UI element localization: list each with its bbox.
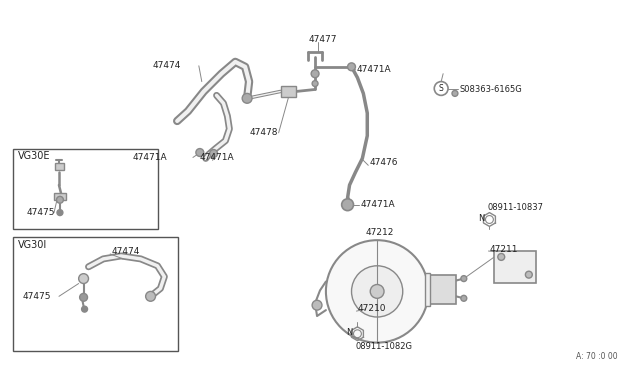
Bar bbox=[426, 273, 430, 306]
Circle shape bbox=[56, 196, 63, 203]
Bar bbox=[13, 237, 178, 352]
Text: 47471A: 47471A bbox=[200, 153, 234, 162]
Text: VG30E: VG30E bbox=[17, 151, 50, 161]
Text: 47211: 47211 bbox=[490, 244, 518, 254]
Circle shape bbox=[82, 306, 88, 312]
Text: 47471A: 47471A bbox=[133, 153, 168, 162]
Circle shape bbox=[311, 70, 319, 78]
Circle shape bbox=[452, 90, 458, 96]
Text: 47478: 47478 bbox=[249, 128, 278, 137]
Text: 47471A: 47471A bbox=[360, 200, 395, 209]
Circle shape bbox=[146, 291, 156, 301]
Circle shape bbox=[461, 295, 467, 301]
Text: 47212: 47212 bbox=[365, 228, 394, 237]
Bar bbox=[428, 275, 456, 304]
Circle shape bbox=[79, 294, 88, 301]
Text: 47210: 47210 bbox=[357, 304, 386, 312]
Text: 08911-1082G: 08911-1082G bbox=[355, 342, 412, 351]
Circle shape bbox=[57, 210, 63, 215]
Text: 47476: 47476 bbox=[369, 158, 397, 167]
Text: A: 70 :0 00: A: 70 :0 00 bbox=[576, 352, 618, 361]
Circle shape bbox=[326, 240, 428, 343]
Circle shape bbox=[498, 253, 505, 260]
Circle shape bbox=[312, 81, 318, 87]
Bar bbox=[54, 193, 66, 200]
Text: VG30I: VG30I bbox=[17, 240, 47, 250]
Text: 47477: 47477 bbox=[308, 35, 337, 44]
Text: N: N bbox=[478, 214, 484, 223]
Circle shape bbox=[348, 63, 355, 71]
Circle shape bbox=[242, 93, 252, 103]
Bar bbox=[494, 251, 536, 283]
Circle shape bbox=[370, 285, 384, 298]
Text: S: S bbox=[439, 84, 444, 93]
Bar bbox=[13, 148, 159, 230]
Circle shape bbox=[210, 150, 218, 157]
Circle shape bbox=[351, 266, 403, 317]
Bar bbox=[280, 86, 296, 97]
Circle shape bbox=[312, 300, 322, 310]
Text: N: N bbox=[346, 328, 353, 337]
Text: S08363-6165G: S08363-6165G bbox=[460, 85, 523, 94]
Text: 47474: 47474 bbox=[152, 61, 181, 70]
Circle shape bbox=[342, 199, 353, 211]
Circle shape bbox=[196, 148, 204, 157]
Circle shape bbox=[79, 274, 88, 283]
Text: 47475: 47475 bbox=[26, 208, 55, 217]
Circle shape bbox=[525, 271, 532, 278]
Text: 47474: 47474 bbox=[111, 247, 140, 257]
Circle shape bbox=[461, 276, 467, 282]
Text: 47475: 47475 bbox=[22, 292, 51, 301]
Text: 08911-10837: 08911-10837 bbox=[488, 203, 543, 212]
Bar bbox=[55, 163, 64, 170]
Text: 47471A: 47471A bbox=[356, 65, 391, 74]
